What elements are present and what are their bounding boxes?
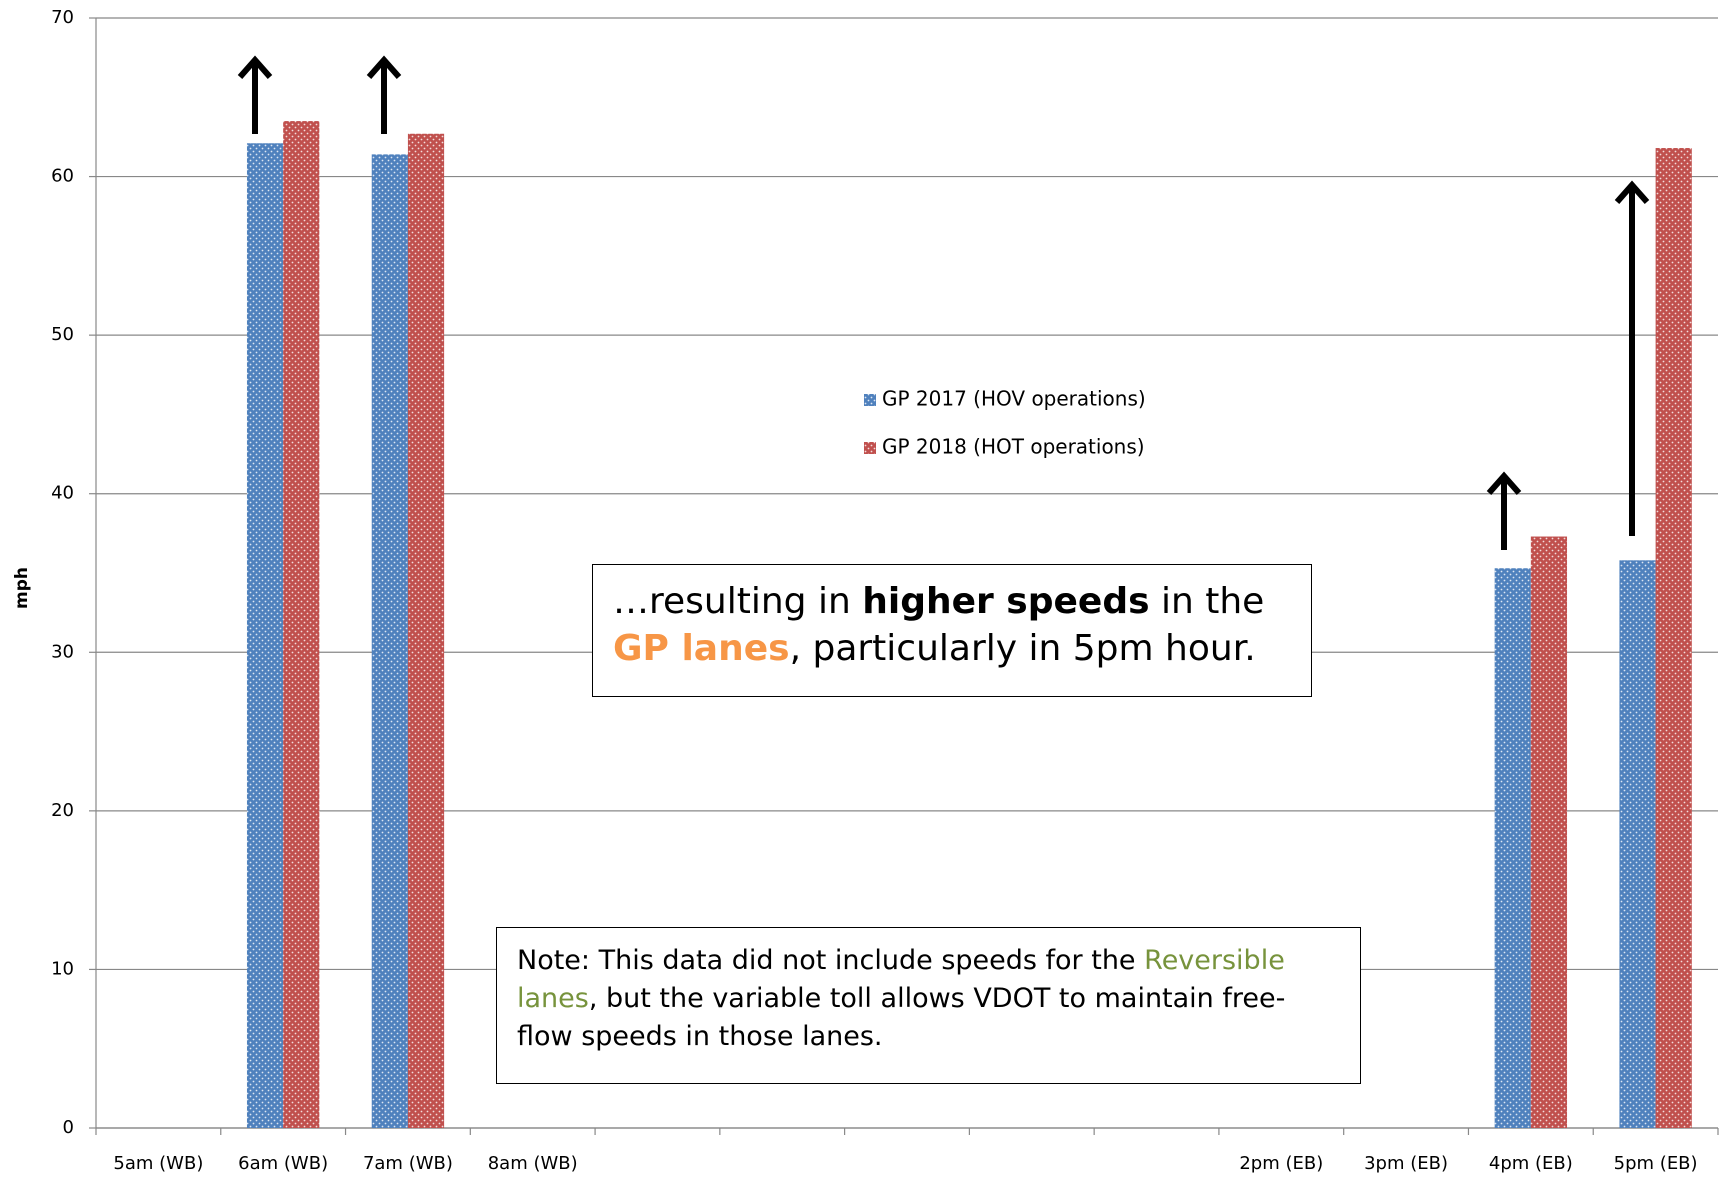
y-tick-label: 20 <box>51 800 74 821</box>
x-tick-label: 5pm (EB) <box>1614 1153 1698 1174</box>
callout-text: in the <box>1149 581 1265 622</box>
callout-highlight: GP lanes <box>613 627 790 669</box>
bar <box>1619 560 1656 1128</box>
x-tick-label: 2pm (EB) <box>1239 1153 1323 1174</box>
note: Note: This data did not include speeds f… <box>496 927 1361 1084</box>
y-tick-label: 40 <box>51 483 74 504</box>
x-tick-label: 5am (WB) <box>113 1153 203 1174</box>
legend-swatch <box>864 442 876 454</box>
callout: …resulting in higher speeds in the GP la… <box>592 564 1312 697</box>
bar <box>1530 536 1568 1128</box>
y-axis-label: mph <box>12 567 32 609</box>
bar <box>407 133 445 1128</box>
legend-swatch <box>864 394 876 406</box>
y-tick-label: 60 <box>51 166 74 187</box>
note-text: Note: This data did not include speeds f… <box>517 945 1145 976</box>
y-tick-label: 0 <box>63 1117 74 1138</box>
y-tick-label: 50 <box>51 324 74 345</box>
x-tick-label: 4pm (EB) <box>1489 1153 1573 1174</box>
x-tick-label: 8am (WB) <box>488 1153 578 1174</box>
bar <box>1655 148 1692 1128</box>
note-highlight: Reversible lanes <box>517 945 1285 1014</box>
y-tick-label: 10 <box>51 958 74 979</box>
y-tick-label: 70 <box>51 7 74 28</box>
y-tick-label: 30 <box>51 641 74 662</box>
callout-bold: higher speeds <box>862 581 1150 622</box>
bar <box>246 143 284 1128</box>
bar <box>1494 568 1531 1128</box>
arrow-head <box>1486 471 1522 495</box>
arrow-head <box>1614 180 1650 204</box>
arrow-head <box>237 55 273 79</box>
callout-text: …resulting in <box>613 581 863 622</box>
arrow-head <box>366 55 402 79</box>
legend-label: GP 2017 (HOV operations) <box>882 387 1146 411</box>
note-text: , but the variable toll allows VDOT to m… <box>517 982 1286 1052</box>
callout-text: , particularly in 5pm hour. <box>789 627 1256 669</box>
x-tick-label: 6am (WB) <box>238 1153 328 1174</box>
bar <box>283 121 320 1129</box>
bar <box>371 154 408 1128</box>
x-tick-label: 3pm (EB) <box>1364 1153 1448 1174</box>
x-tick-label: 7am (WB) <box>363 1153 453 1174</box>
legend-label: GP 2018 (HOT operations) <box>882 435 1145 459</box>
